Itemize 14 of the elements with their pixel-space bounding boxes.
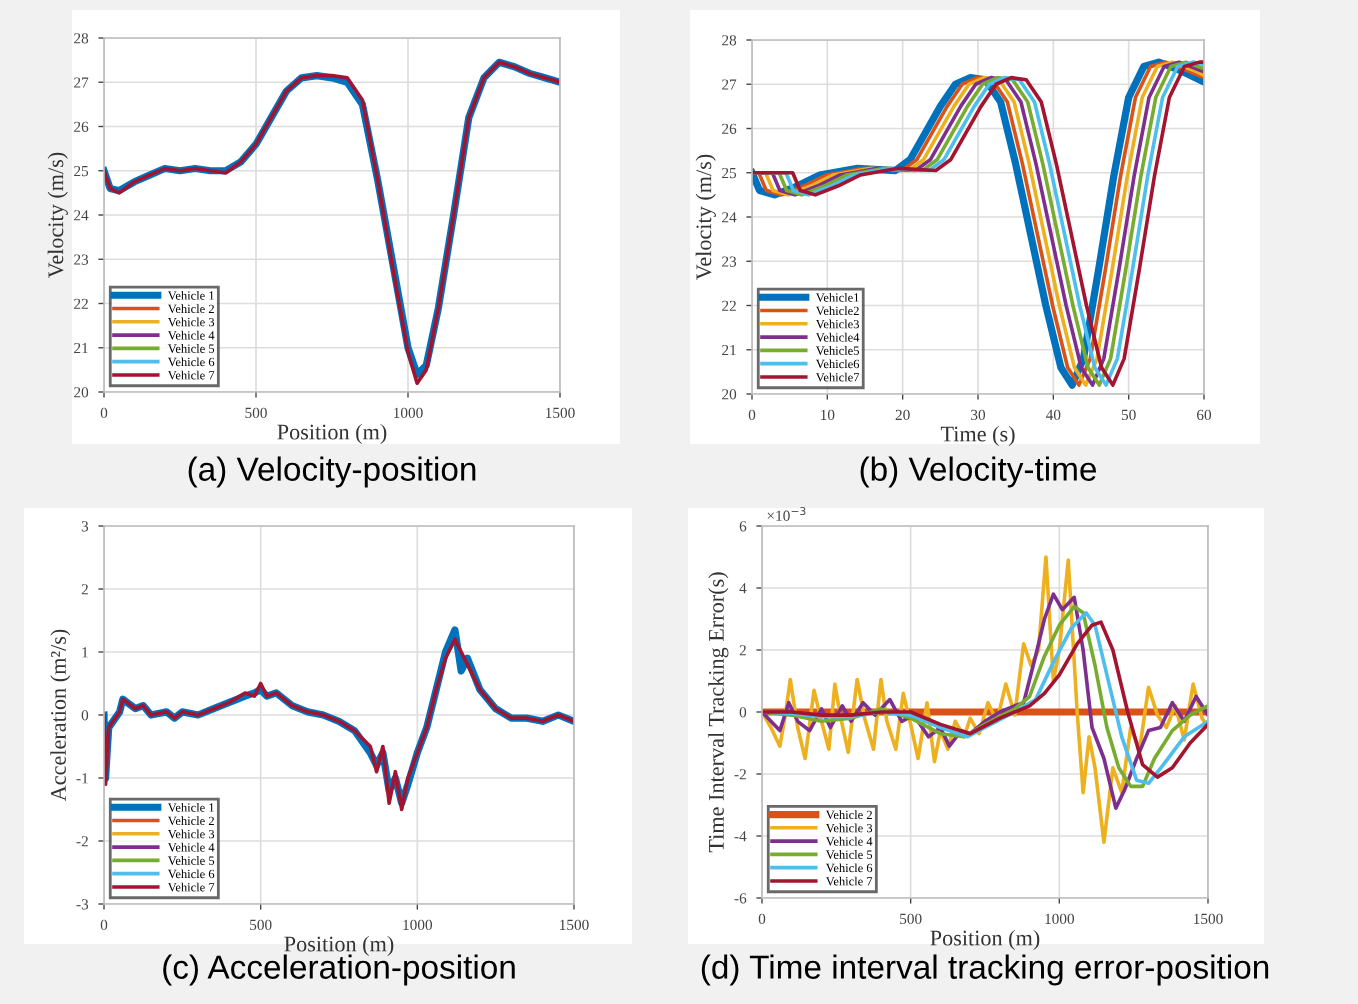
text: (d) Time interval tracking error-position	[701, 954, 1269, 986]
text: (b) Velocity-time	[860, 456, 1096, 488]
y-axis-title: Velocity (m/s)	[47, 152, 68, 279]
x-axis-title: Position (m)	[930, 929, 1040, 951]
text: (a) Velocity-position	[188, 456, 476, 488]
x-axis-title: Position (m)	[284, 935, 394, 957]
y-axis-title: Time Interval Tracking Error(s)	[708, 572, 729, 853]
line-series	[762, 592, 1208, 810]
text: (c) Acceleration-position	[163, 954, 515, 986]
line-series	[762, 555, 1208, 845]
y-axis-title: Acceleration (m²/s)	[50, 629, 71, 802]
x-axis-title: Position (m)	[277, 423, 387, 445]
x-axis-title: Time (s)	[940, 425, 1015, 447]
y-axis-title: Velocity (m/s)	[695, 154, 716, 281]
